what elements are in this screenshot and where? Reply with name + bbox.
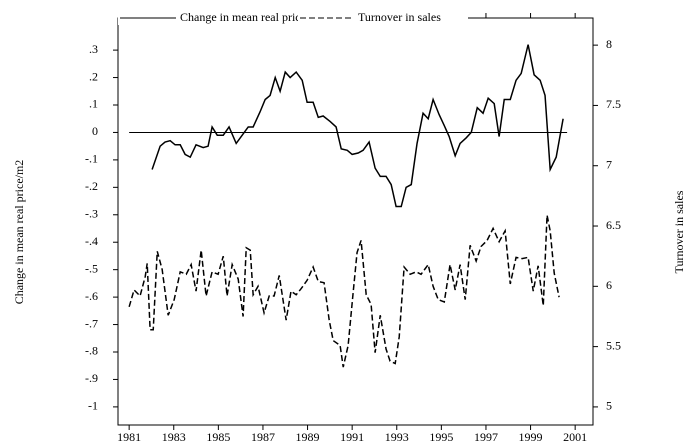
x-tick-label: 1989 <box>296 430 320 444</box>
y2-axis-label: Turnover in sales <box>672 190 686 273</box>
y-tick-label: -.7 <box>85 316 98 330</box>
y-tick-label: -.9 <box>85 371 98 385</box>
legend-label: Turnover in sales <box>358 10 441 24</box>
series-line <box>128 215 560 368</box>
y-tick-label: 0 <box>92 124 98 138</box>
y2-tick-label: 7.5 <box>606 97 621 111</box>
x-tick-label: 1983 <box>162 430 186 444</box>
y-tick-label: -.6 <box>85 289 98 303</box>
x-tick-label: 2001 <box>563 430 587 444</box>
x-tick-label: 1981 <box>117 430 141 444</box>
y2-tick-label: 5 <box>606 399 612 413</box>
y-tick-label: -.1 <box>85 152 98 166</box>
x-tick-label: 1999 <box>519 430 543 444</box>
legend-bg <box>118 11 353 25</box>
y-tick-label: -.2 <box>85 179 98 193</box>
legend-label: Change in mean real price/m2 <box>180 10 325 24</box>
x-tick-label: 1985 <box>206 430 230 444</box>
plot-frame <box>117 17 594 426</box>
y-axis-label: Change in mean real price/m2 <box>12 160 26 305</box>
y-tick-label: -.5 <box>85 261 98 275</box>
y-tick-label: .1 <box>89 97 98 111</box>
y2-tick-label: 6.5 <box>606 218 621 232</box>
y2-tick-label: 8 <box>606 37 612 51</box>
x-tick-label: 1995 <box>429 430 453 444</box>
y2-tick-label: 6 <box>606 278 612 292</box>
y-tick-label: -.3 <box>85 207 98 221</box>
y-tick-label: .3 <box>89 42 98 56</box>
y2-tick-label: 5.5 <box>606 338 621 352</box>
x-tick-label: 1993 <box>385 430 409 444</box>
y-tick-label: -.8 <box>85 344 98 358</box>
y-tick-label: -1 <box>88 399 98 413</box>
legend-bg <box>298 11 468 25</box>
x-tick-label: 1997 <box>474 430 498 444</box>
x-tick-label: 1987 <box>251 430 275 444</box>
y-tick-label: .2 <box>89 69 98 83</box>
y-tick-label: -.4 <box>85 234 98 248</box>
y2-tick-label: 7 <box>606 157 612 171</box>
series-line <box>151 44 564 208</box>
x-tick-label: 1991 <box>340 430 364 444</box>
